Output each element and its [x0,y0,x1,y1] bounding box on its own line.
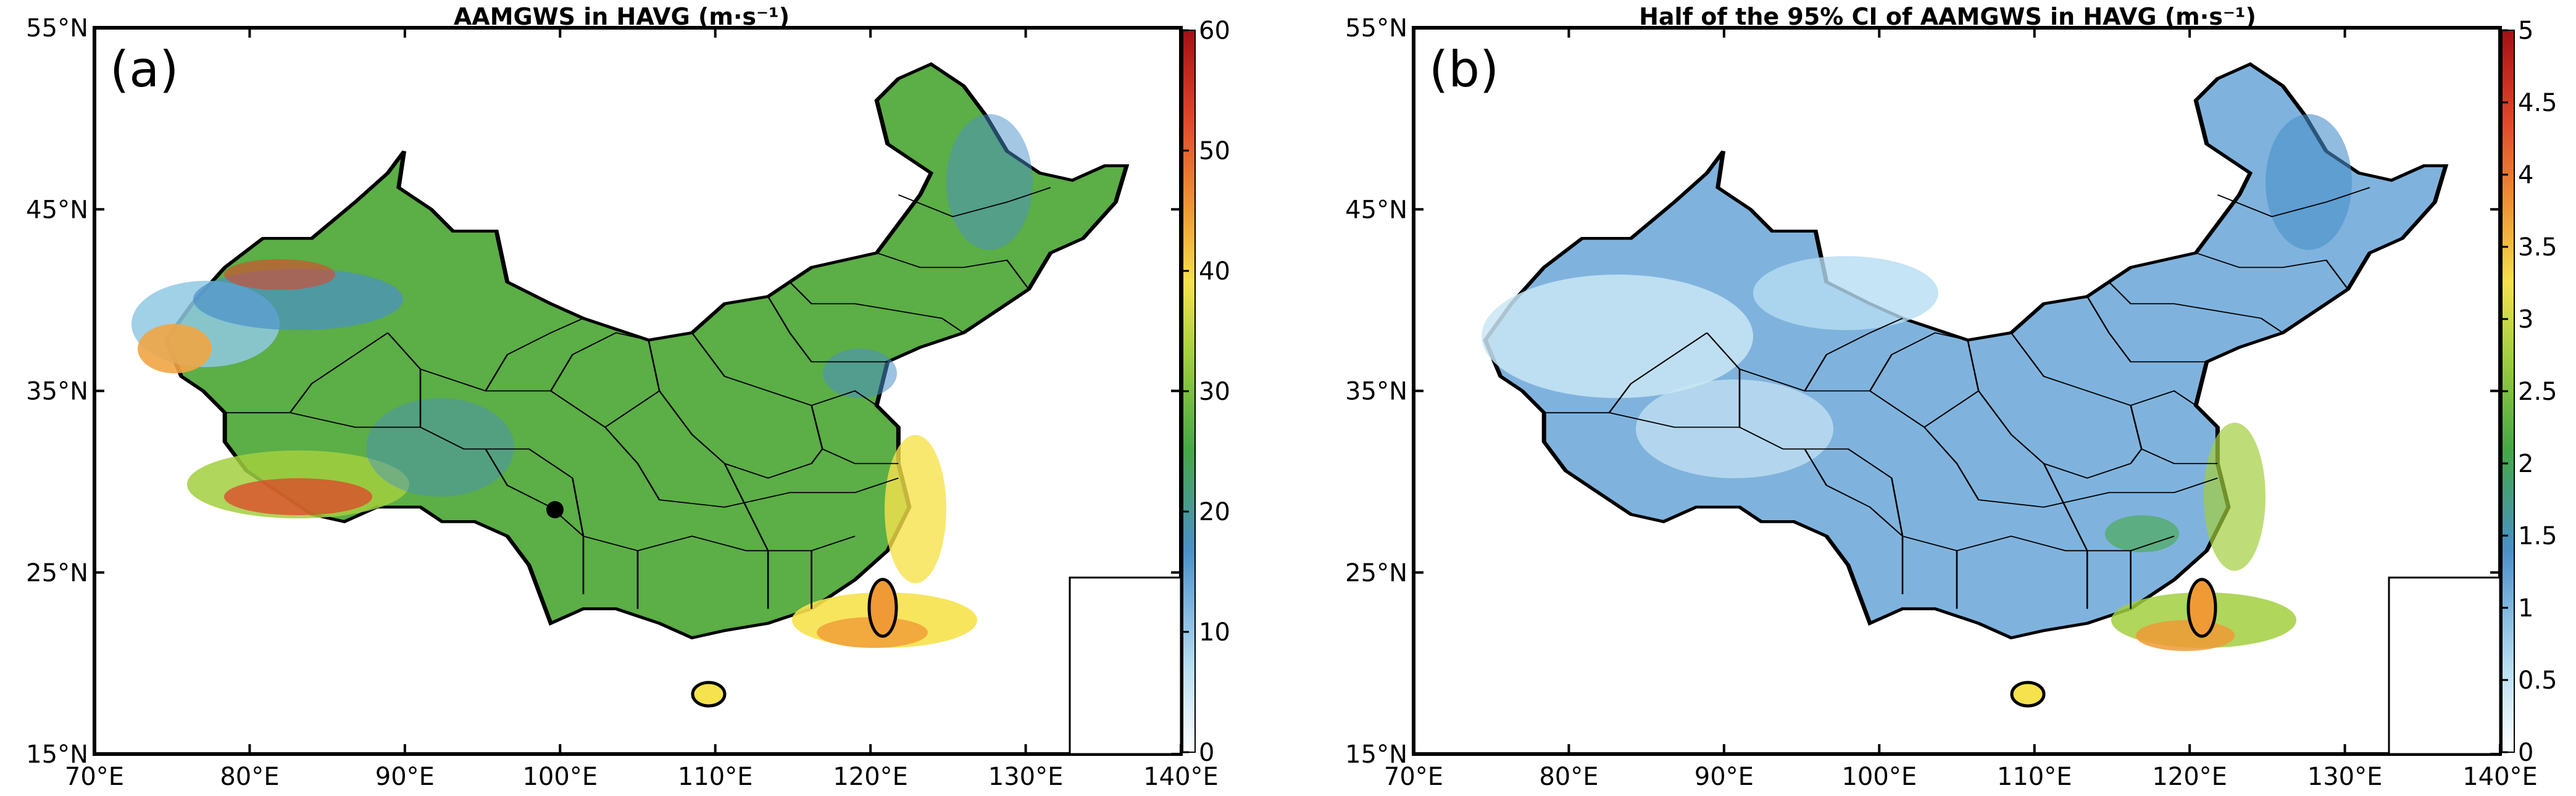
panel-b-x-tick-label: 100°E [1841,763,1917,791]
panel-a-title: AAMGWS in HAVG (m·s⁻¹) [454,3,790,30]
panel-a-colorbar-tick-label: 0 [1199,739,1214,767]
panel-b-colorbar-tick-label: 1 [2518,594,2533,623]
panel-b-value-patches [1482,114,2352,651]
panel-b-map: Half of the 95% CI of AAMGWS in HAVG (m·… [1345,3,2557,791]
panel-a-value-patches [131,114,1033,648]
panel-a-colorbar-tick-label: 10 [1199,618,1230,647]
panel-a-y-tick-label: 55°N [26,14,88,43]
panel-b-taiwan-island [2186,578,2217,638]
panel-b-south-china-sea-inset [2388,576,2501,755]
panel-a-y-axis: 55°N 45°N 35°N 25°N 15°N [26,14,1181,769]
panel-b-y-tick-label: 45°N [1345,196,1407,224]
panel-a-colorbar-tick-label: 50 [1199,137,1230,165]
panel-b-x-tick-label: 130°E [2307,763,2383,791]
panel-b-colorbar-tick-label: 4.5 [2518,89,2557,117]
panel-a-x-tick-label: 120°E [833,763,908,791]
panel-a-x-tick-label: 80°E [220,763,279,791]
panel-b-x-tick-label: 80°E [1539,763,1598,791]
panel-a-x-tick-label: 110°E [678,763,753,791]
panel-a-colorbar-tick-label: 30 [1199,378,1230,406]
panel-a-y-tick-label: 45°N [26,196,88,224]
panel-b-colorbar-tick-label: 5 [2518,17,2533,45]
panel-b-y-axis: 55°N 45°N 35°N 25°N 15°N [1345,14,2500,769]
panel-b-y-tick-label: 35°N [1345,378,1407,406]
panel-a-y-tick-label: 25°N [26,559,88,587]
panel-a-hainan-island [691,681,727,708]
panel-b-colorbar-tick-label: 4 [2518,161,2533,189]
panel-b-x-axis: 70°E 80°E 90°E 100°E 110°E 120°E 130°E 140°E [1384,28,2538,791]
panel-a-taiwan-island [867,578,898,638]
panel-b-x-tick-label: 140°E [2462,763,2538,791]
panel-b-y-tick-label: 15°N [1345,740,1407,769]
panel-a-colorbar-tick-label: 60 [1199,17,1230,45]
panel-a-x-tick-label: 90°E [375,763,435,791]
panel-a-y-tick-label: 35°N [26,378,88,406]
panel-b-colorbar-tick-label: 3 [2518,305,2533,334]
panel-a-islands [691,578,898,708]
panel-b-x-tick-label: 70°E [1384,763,1443,791]
panel-b-colorbar-ticks: 0 0.5 1 1.5 2 2.5 3 3.5 4 4.5 5 [2502,17,2557,767]
panel-b-colorbar-tick-label: 3.5 [2518,233,2557,262]
panel-b-colorbar-tick-label: 2.5 [2518,378,2557,406]
panel-a-south-china-sea-inset [1069,576,1182,755]
panel-b-label: (b) [1429,41,1499,98]
panel-a-label: (a) [110,41,178,98]
panel-b-x-tick-label: 120°E [2152,763,2227,791]
panel-a-map: AAMGWS in HAVG (m·s⁻¹) (a) [26,3,1230,791]
panel-a-x-tick-label: 130°E [988,763,1064,791]
panel-b-colorbar-tick-label: 2 [2518,450,2533,478]
panel-a-colorbar-tick-label: 40 [1199,257,1230,286]
panel-b-x-tick-label: 110°E [1997,763,2072,791]
panel-a-colorbar-tick-label: 20 [1199,498,1230,526]
panel-a-site-marker [546,501,564,518]
panel-b-colorbar-tick-label: 0 [2518,739,2533,767]
panel-b-y-tick-label: 25°N [1345,559,1407,587]
panel-a-x-tick-label: 70°E [65,763,124,791]
panel-b-y-tick-label: 55°N [1345,14,1407,43]
panel-a-colorbar-ticks: 0 10 20 30 40 50 60 [1183,17,1230,767]
panel-b-colorbar-tick-label: 1.5 [2518,522,2557,550]
panel-b-x-tick-label: 90°E [1694,763,1754,791]
panel-a-x-tick-label: 140°E [1143,763,1219,791]
panel-b-title: Half of the 95% CI of AAMGWS in HAVG (m·… [1639,3,2256,30]
panel-b-hainan-island [2010,681,2046,708]
panel-b-islands [2010,578,2217,708]
panel-a-x-axis: 70°E 80°E 90°E 100°E 110°E 120°E 130°E 140°E [65,28,1219,791]
panel-b-colorbar-tick-label: 0.5 [2518,666,2557,695]
panel-a-y-tick-label: 15°N [26,740,88,769]
panel-a-x-tick-label: 100°E [522,763,598,791]
